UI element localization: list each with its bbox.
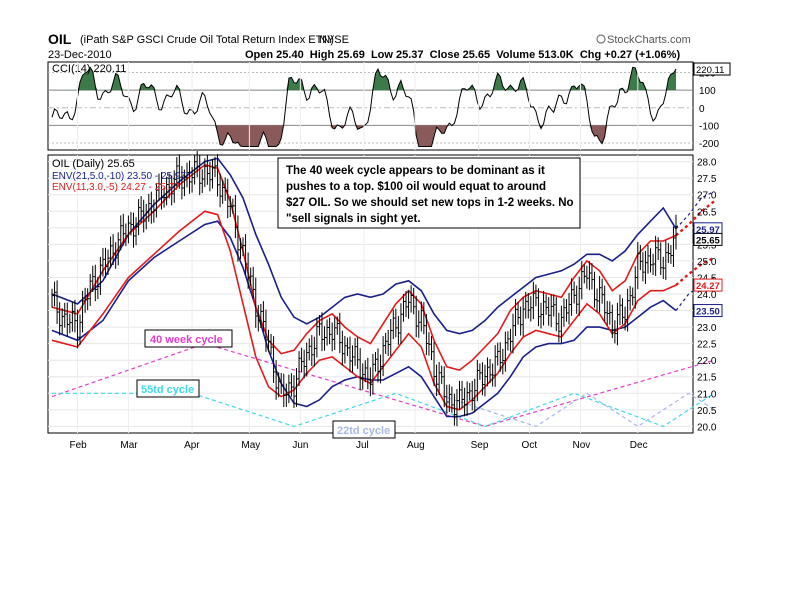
cci-label: CCI(14) 220.11 xyxy=(52,63,126,75)
x-tick-label: Oct xyxy=(522,440,538,451)
price-tag-box xyxy=(693,278,723,292)
annotation-line: "sell signals in sight yet. xyxy=(286,213,421,225)
y-tick-label: 21.5 xyxy=(697,373,717,384)
annotation-box xyxy=(277,157,581,229)
x-tick-label: Sep xyxy=(471,440,489,451)
x-tick-label: Mar xyxy=(120,440,138,451)
y-tick-label: 24.0 xyxy=(697,290,717,301)
cci-tick-label: -100 xyxy=(699,121,719,132)
price-tag: 23.50 xyxy=(696,307,720,318)
price-tag-box xyxy=(693,232,723,246)
env21-upper-band xyxy=(51,157,677,335)
x-tick-label: Dec xyxy=(630,440,648,451)
price-tag: 25.65 xyxy=(696,235,720,246)
x-tick-label: Jul xyxy=(356,440,369,451)
cycle-line-0 xyxy=(51,342,715,428)
y-tick-label: 21.0 xyxy=(697,389,717,400)
annotation-line: $27 OIL. So we should set new tops in 1-… xyxy=(286,197,574,209)
cycle-22td-label: 22td cycle xyxy=(337,425,390,437)
price-tag: 25.97 xyxy=(696,225,720,236)
axis-layer: 28.027.527.026.526.025.525.024.524.023.5… xyxy=(69,158,723,451)
x-tick-label: Aug xyxy=(407,440,425,451)
cycle-line-1 xyxy=(52,392,715,428)
cycle-22td-label-box xyxy=(332,420,396,439)
annotation-text: The 40 week cycle appears to be dominant… xyxy=(286,165,574,225)
cycle-55td-label: 55td cycle xyxy=(141,384,194,396)
ohlc-summary: Open 25.40 High 25.69 Low 25.37 Close 25… xyxy=(245,49,680,61)
y-tick-label: 28.0 xyxy=(697,158,717,169)
y-tick-label: 20.0 xyxy=(697,422,717,433)
cycle-40w-label-box xyxy=(144,329,233,348)
price-tag-box xyxy=(693,304,723,318)
annotation-line: The 40 week cycle appears to be dominant… xyxy=(286,165,545,177)
x-tick-label: Feb xyxy=(69,440,87,451)
cycle-line-2 xyxy=(433,392,715,428)
x-tick-label: Apr xyxy=(184,440,200,451)
x-tick-label: Jun xyxy=(292,440,308,451)
security-name: (iPath S&P GSCI Crude Oil Total Return I… xyxy=(80,34,334,46)
env21-lower-band xyxy=(51,220,677,418)
price-bars xyxy=(51,151,678,427)
x-tick-label: Nov xyxy=(572,440,590,451)
exchange-label: NYSE xyxy=(319,34,349,46)
header-date: 23-Dec-2010 xyxy=(48,49,112,61)
brand-icon xyxy=(596,34,606,44)
annotation-line: pushes to a top. $100 oil would equat to… xyxy=(286,181,546,193)
x-tick-label: May xyxy=(241,440,260,451)
env21-legend: ENV(21,5.0,-10) 23.50 - 25.97 xyxy=(52,171,186,182)
env11-lower-forecast xyxy=(675,256,715,287)
cycle-layer xyxy=(51,342,715,428)
price-tag: 24.27 xyxy=(696,281,720,292)
cci-tick-label: 100 xyxy=(699,86,716,97)
y-tick-label: 22.0 xyxy=(697,356,717,367)
cycle-40w-label: 40 week cycle xyxy=(150,334,223,346)
env11-upper-forecast xyxy=(675,200,715,237)
env11-lower-band xyxy=(51,210,677,411)
y-tick-label: 23.0 xyxy=(697,323,717,334)
y-tick-label: 25.0 xyxy=(697,257,717,268)
y-tick-label: 27.0 xyxy=(697,191,717,202)
symbol-label: OIL xyxy=(48,31,72,47)
envelope-layer xyxy=(51,157,715,418)
y-tick-label: 20.5 xyxy=(697,406,717,417)
y-tick-label: 26.5 xyxy=(697,207,717,218)
y-tick-label: 27.5 xyxy=(697,174,717,185)
env11-legend: ENV(11,3.0,-5) 24.27 - 25.77 xyxy=(52,182,180,193)
price-legend-title: OIL (Daily) 25.65 xyxy=(52,158,135,170)
cci-value-tag-box xyxy=(693,62,731,76)
cci-value-tag: 220.11 xyxy=(696,65,724,76)
cci-tick-label: -200 xyxy=(699,139,719,150)
y-tick-label: 22.5 xyxy=(697,340,717,351)
cycle-55td-label-box xyxy=(136,379,200,398)
cci-tick-label: 0 xyxy=(699,104,705,115)
brand-label: StockCharts.com xyxy=(607,34,691,46)
